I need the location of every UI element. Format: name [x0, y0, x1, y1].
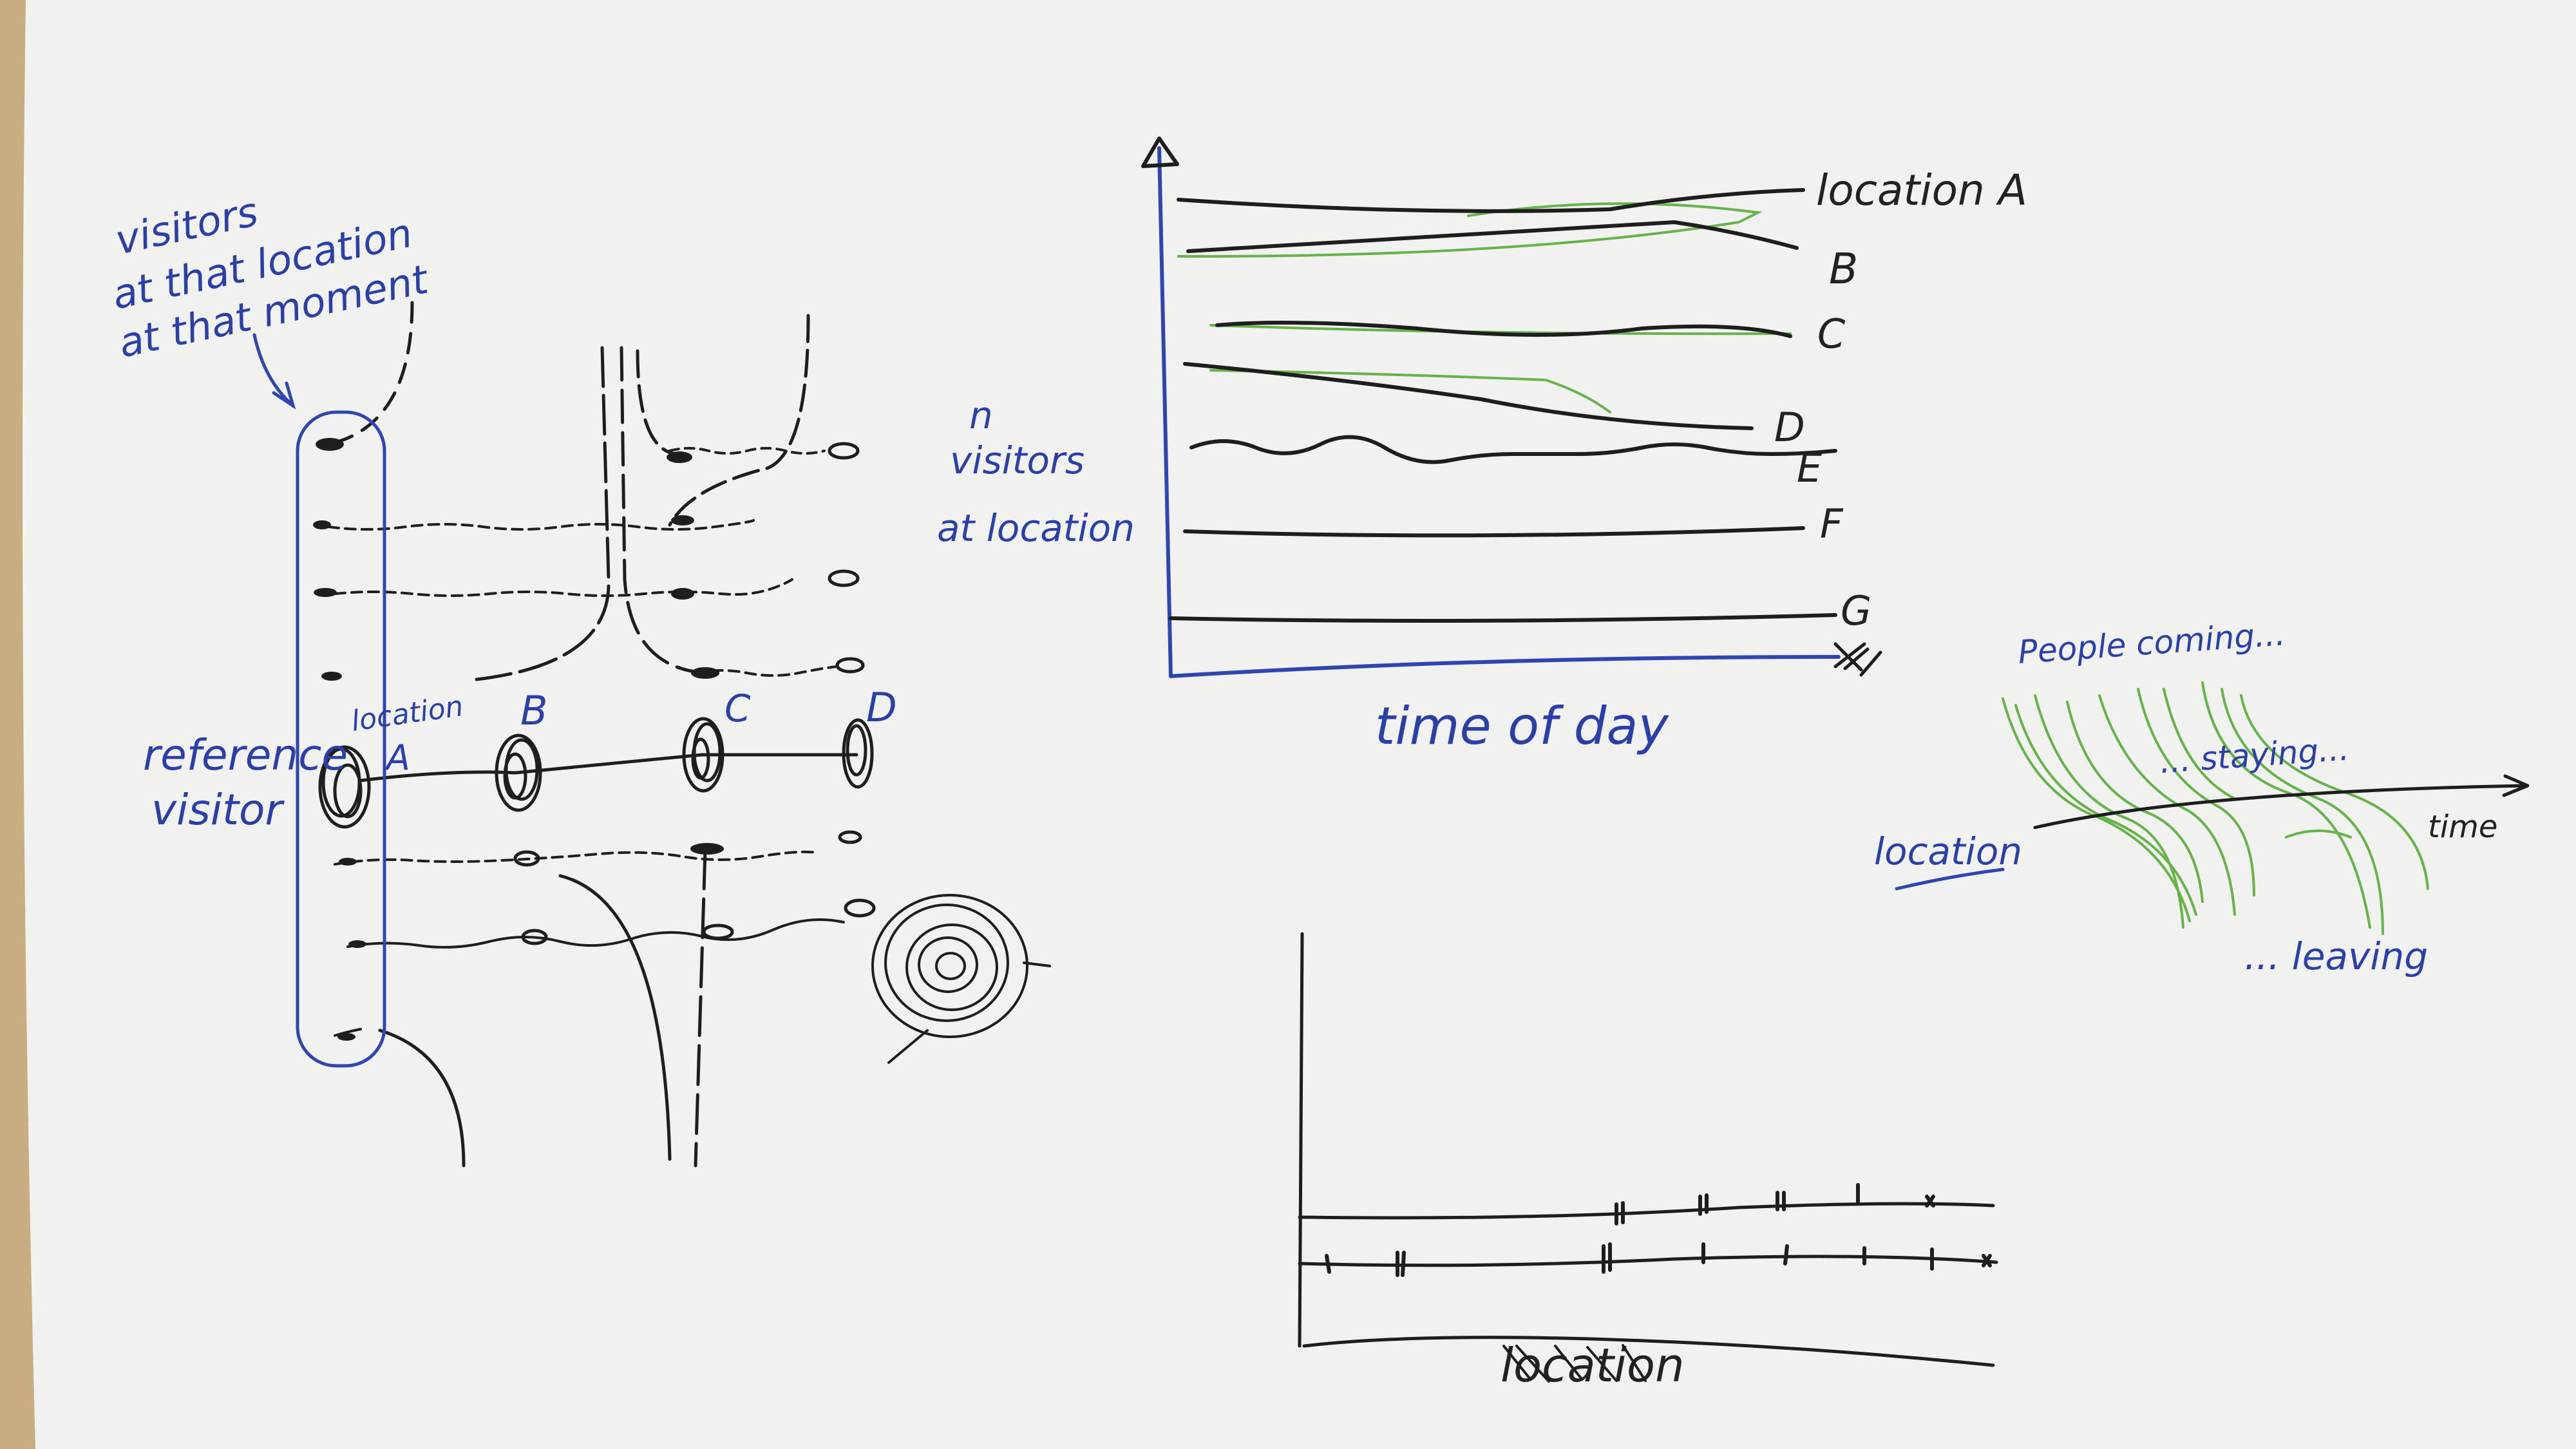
series-label-c: C [1817, 310, 1846, 357]
series-line-g [1169, 613, 1837, 623]
location-lines-chart: location A B C D E F G n visitors at loc… [937, 137, 2027, 756]
row-7 [334, 1028, 362, 1037]
scribble-spiral [871, 894, 1051, 1064]
y-axis-label-2: visitors [950, 439, 1084, 482]
path-c-upper [475, 346, 611, 681]
flow-location-underline [1895, 867, 2005, 891]
y-axis-label-1: n [969, 393, 993, 437]
series-line-e [1189, 435, 1837, 464]
row-nodes [313, 438, 876, 1041]
location-b-label: B [520, 687, 548, 734]
series-line-b [1186, 220, 1799, 253]
row-1 [668, 447, 826, 455]
paper-sheet [23, 0, 2576, 1449]
green-flow-curves [2002, 681, 2429, 935]
annotation-arrow [252, 333, 296, 410]
series-label-d: D [1774, 404, 1805, 451]
green-overlay-d [1209, 369, 1611, 413]
series-line-d [1183, 362, 1754, 430]
path-right-curve [668, 314, 810, 527]
location-c-label: C [724, 687, 751, 730]
row-4 [694, 665, 838, 677]
timeline-event-marks [1325, 1183, 1992, 1277]
timeline-y-axis [1298, 932, 1304, 1348]
row-2 [327, 519, 755, 531]
series-label-g: G [1841, 587, 1871, 634]
path-top-curve [327, 301, 414, 446]
x-axis-scribble [1833, 642, 1882, 677]
row-6 [346, 918, 845, 949]
timeline-x-label-text: location [1501, 1338, 1685, 1392]
path-c-upper-2 [620, 346, 710, 675]
flow-time-label: time [2428, 809, 2497, 845]
series-line-a [1177, 188, 1805, 213]
row-5 [334, 850, 819, 866]
series-label-a: location A [1816, 166, 2027, 215]
path-bottom-right [694, 848, 707, 1168]
y-axis-label-3: at location [937, 506, 1135, 550]
series-label-f: F [1820, 500, 1844, 547]
flow-leaving-label: ... leaving [2244, 934, 2428, 978]
row-reference [359, 753, 858, 782]
flow-location-label: location [1874, 829, 2022, 873]
location-a-label: A [384, 737, 410, 778]
y-axis-arrowhead [1141, 137, 1179, 168]
timeline-track-1 [1298, 1202, 1995, 1220]
location-circles [318, 717, 874, 829]
series-line-f [1183, 526, 1805, 538]
reference-label-1: reference [143, 730, 348, 780]
y-axis [1157, 146, 1173, 678]
path-bottom-mid [558, 874, 672, 1161]
timeline-track-2 [1298, 1255, 1998, 1267]
series-label-e: E [1797, 444, 1823, 491]
timeline-x-axis [1302, 1336, 1995, 1367]
x-axis-label: time of day [1375, 696, 1670, 756]
row-3 [334, 578, 793, 597]
flow-time-axis [2033, 774, 2530, 829]
series-line-c [1215, 321, 1792, 338]
visitor-network-sketch: visitors at that location at that moment [108, 188, 1051, 1168]
series-label-b: B [1829, 244, 1858, 294]
path-bottom-left [378, 1028, 466, 1168]
x-axis [1169, 655, 1841, 678]
timeline-label-scribble [1502, 1344, 1647, 1383]
timeline-x-label: location [1501, 1338, 1685, 1392]
location-d-label: D [866, 684, 897, 731]
timeline-sketch: location [1298, 932, 1998, 1392]
reference-column-enclosure [296, 410, 386, 1068]
reference-label-2: visitor [151, 785, 285, 835]
